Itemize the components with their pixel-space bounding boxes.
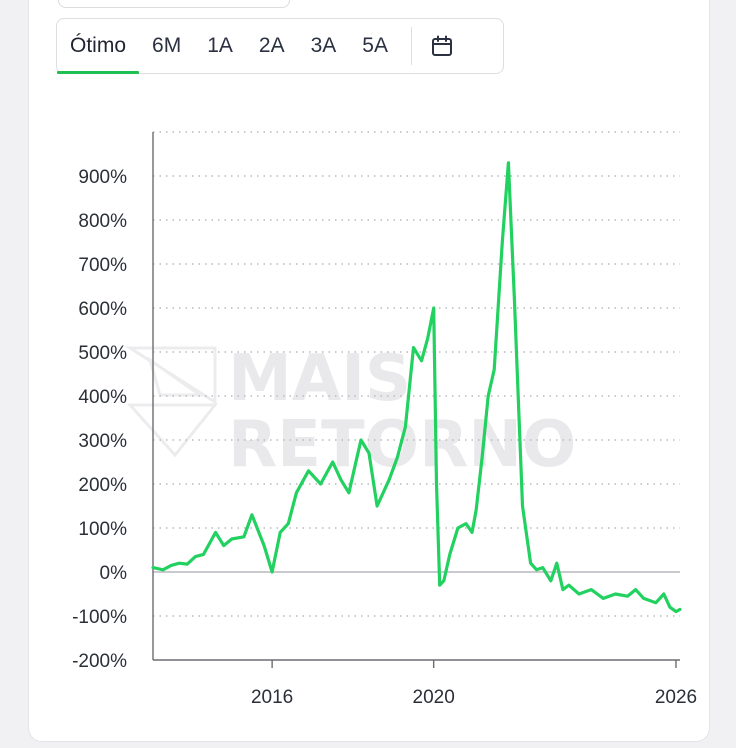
series-line [151,161,682,614]
y-tick-label: 0% [100,563,128,584]
y-tick-label: 400% [78,387,127,408]
watermark-logo: MAIS RETORNO [124,342,576,482]
period-tabs: Ótimo 6M 1A 2A 3A 5A [56,18,504,74]
y-tick-label: 100% [78,519,127,540]
x-tick-label: 2020 [413,687,455,708]
watermark-text-1: MAIS [228,342,411,416]
calendar-icon [431,35,452,56]
x-tick-label: 2016 [251,687,293,708]
y-tick-label: -100% [72,607,127,628]
y-tick-label: -200% [72,651,127,672]
tab-5a[interactable]: 5A [362,34,388,57]
tab-3a[interactable]: 3A [310,34,337,57]
y-tick-label: 500% [78,343,127,364]
y-tick-label: 200% [78,475,127,496]
y-tick-label: 700% [78,255,127,276]
y-tick-label: 600% [78,299,127,320]
calendar-button[interactable] [422,19,462,73]
chart-card [28,0,710,742]
x-tick-label: 2026 [655,687,697,708]
gridlines [153,131,680,617]
tab-2a[interactable]: 2A [258,34,285,57]
y-tick-label: 300% [78,431,127,452]
tab-6m[interactable]: 6M [152,34,182,57]
y-axis: -200% -100% 0% 100% 200% 300% 400% 500% 600% 700%… [72,132,154,672]
tab-divider [410,27,412,65]
y-tick-label: 900% [78,167,127,188]
y-tick-label: 800% [78,211,127,232]
tab-1a[interactable]: 1A [207,34,233,57]
x-axis: 2016 2020 2026 [153,659,697,708]
tab-otimo[interactable]: Ótimo [57,19,140,74]
